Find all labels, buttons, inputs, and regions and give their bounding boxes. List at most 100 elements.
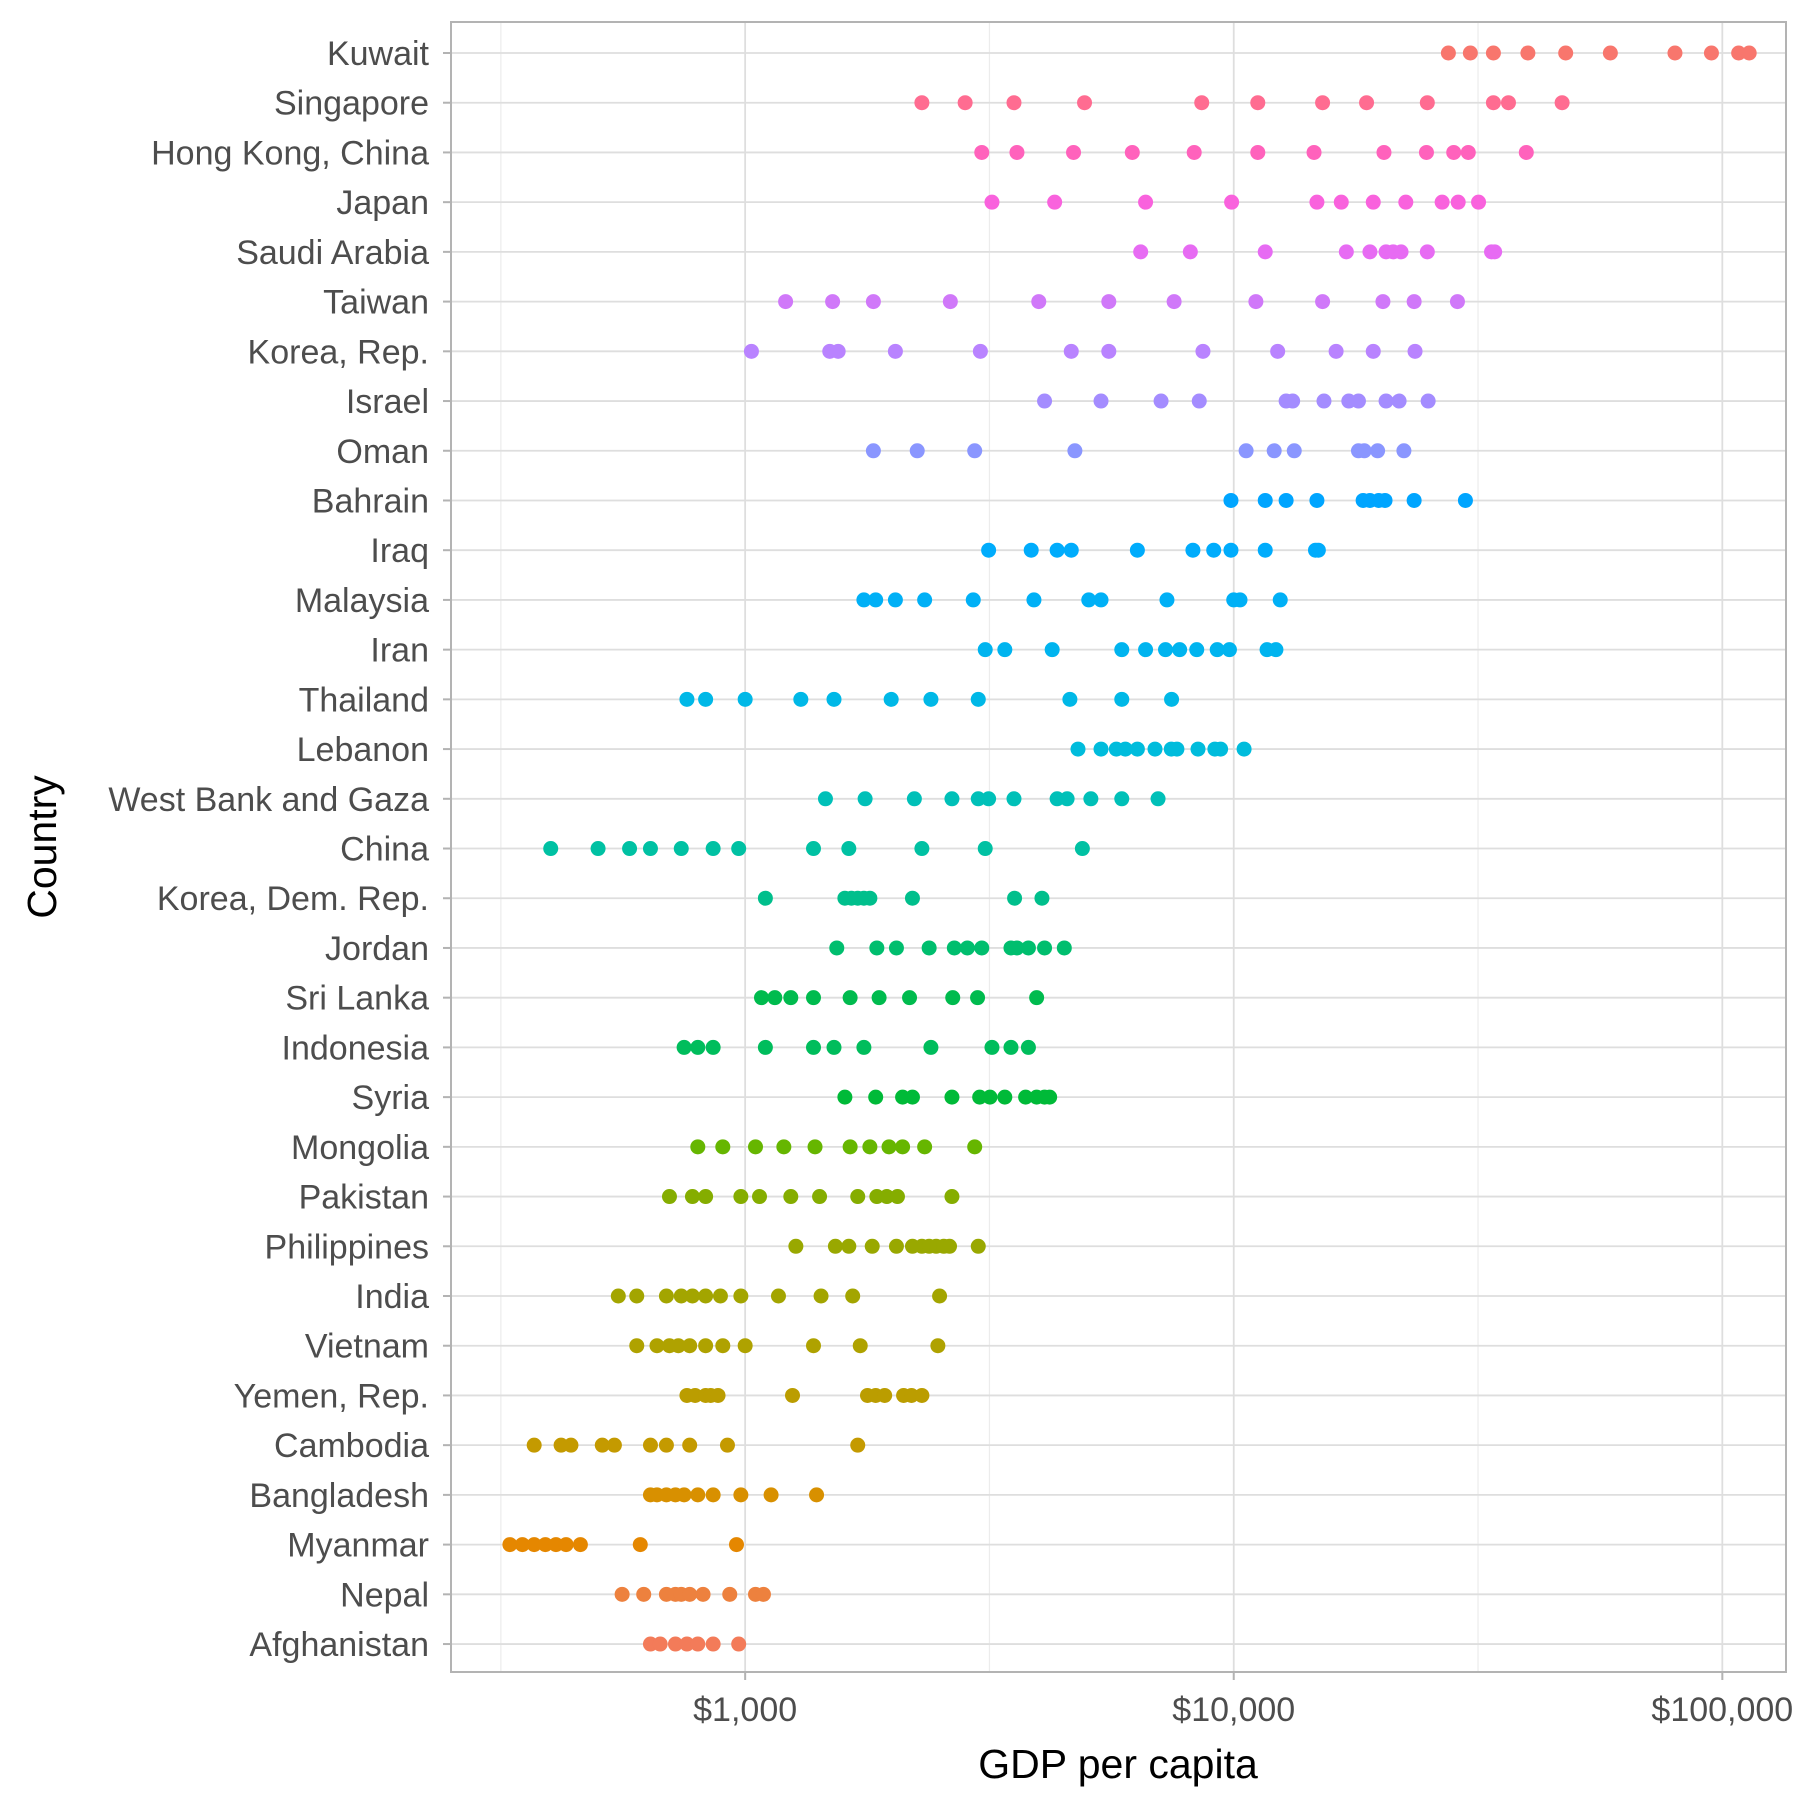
data-point (1250, 144, 1266, 160)
data-point (1520, 45, 1536, 61)
data-point (1285, 393, 1301, 409)
data-point (829, 940, 845, 956)
data-point (1460, 144, 1476, 160)
data-point (682, 1338, 698, 1354)
data-point (572, 1537, 588, 1553)
y-tick-label: Saudi Arabia (236, 234, 429, 272)
data-point (841, 841, 857, 857)
y-tick-label: Kuwait (327, 35, 430, 73)
data-point (970, 691, 986, 707)
x-tick-label: $100,000 (1651, 1691, 1793, 1729)
data-point (1418, 144, 1434, 160)
data-point (710, 1387, 726, 1403)
data-point (826, 691, 842, 707)
data-point (856, 1039, 872, 1055)
data-point (862, 1139, 878, 1155)
data-point (629, 1288, 645, 1304)
data-point (1101, 294, 1117, 310)
y-tick-label: Korea, Dem. Rep. (157, 880, 429, 918)
data-point (1270, 343, 1286, 359)
data-point (1440, 45, 1456, 61)
y-tick-label: China (340, 831, 429, 869)
data-point (977, 841, 993, 857)
data-point (752, 1189, 768, 1205)
data-point (1101, 343, 1117, 359)
data-point (1042, 1089, 1058, 1105)
data-point (930, 1338, 946, 1354)
data-point (719, 1437, 735, 1453)
data-point (1554, 95, 1570, 111)
y-tick-label: Sri Lanka (285, 980, 429, 1018)
data-point (1741, 45, 1757, 61)
data-point (1485, 45, 1501, 61)
data-point (679, 691, 695, 707)
y-tick-label: Mongolia (291, 1129, 429, 1167)
data-point (869, 940, 885, 956)
data-point (889, 1189, 905, 1205)
data-point (788, 1238, 804, 1254)
data-point (695, 1586, 711, 1602)
y-tick-label: Vietnam (305, 1328, 429, 1366)
x-tick-label: $1,000 (693, 1691, 797, 1729)
data-point (684, 1288, 700, 1304)
data-point (997, 1089, 1013, 1105)
data-point (614, 1586, 630, 1602)
data-point (1133, 244, 1149, 260)
data-point (1518, 144, 1534, 160)
data-point (1420, 393, 1436, 409)
data-point (1020, 940, 1036, 956)
data-point (1316, 393, 1332, 409)
data-point (868, 1089, 884, 1105)
y-tick-label: Afghanistan (249, 1626, 429, 1664)
data-point (1558, 45, 1574, 61)
data-point (837, 1089, 853, 1105)
data-point (642, 1437, 658, 1453)
data-point (917, 592, 933, 608)
data-point (845, 1288, 861, 1304)
data-point (852, 1338, 868, 1354)
data-point (923, 1039, 939, 1055)
data-point (622, 841, 638, 857)
data-point (705, 1636, 721, 1652)
y-tick-label: Syria (352, 1079, 430, 1117)
data-point (1029, 990, 1045, 1006)
data-point (1114, 791, 1130, 807)
data-point (690, 1139, 706, 1155)
data-point (1056, 940, 1072, 956)
y-tick-label: India (355, 1278, 429, 1316)
data-point (813, 1288, 829, 1304)
y-tick-label: Israel (346, 383, 429, 421)
data-point (1391, 393, 1407, 409)
data-point (830, 343, 846, 359)
data-point (842, 990, 858, 1006)
data-point (733, 1189, 749, 1205)
data-point (857, 791, 873, 807)
data-point (1365, 343, 1381, 359)
data-point (1667, 45, 1683, 61)
y-tick-label: Bahrain (312, 482, 429, 520)
data-point (658, 1288, 674, 1304)
data-point (1446, 144, 1462, 160)
data-point (868, 592, 884, 608)
data-point (914, 1387, 930, 1403)
data-point (1457, 492, 1473, 508)
data-point (1602, 45, 1618, 61)
y-tick-label: Yemen, Rep. (234, 1377, 429, 1415)
data-point (698, 1338, 714, 1354)
y-tick-label: Korea, Rep. (248, 333, 429, 371)
data-point (715, 1139, 731, 1155)
data-point (1114, 691, 1130, 707)
data-point (776, 1139, 792, 1155)
panel-background (451, 22, 1786, 1672)
data-point (970, 990, 986, 1006)
data-point (606, 1437, 622, 1453)
data-point (783, 990, 799, 1006)
data-point (959, 940, 975, 956)
data-point (1186, 144, 1202, 160)
y-tick-label: West Bank and Gaza (108, 781, 429, 819)
data-point (1195, 343, 1211, 359)
data-point (652, 1636, 668, 1652)
data-point (1378, 393, 1394, 409)
